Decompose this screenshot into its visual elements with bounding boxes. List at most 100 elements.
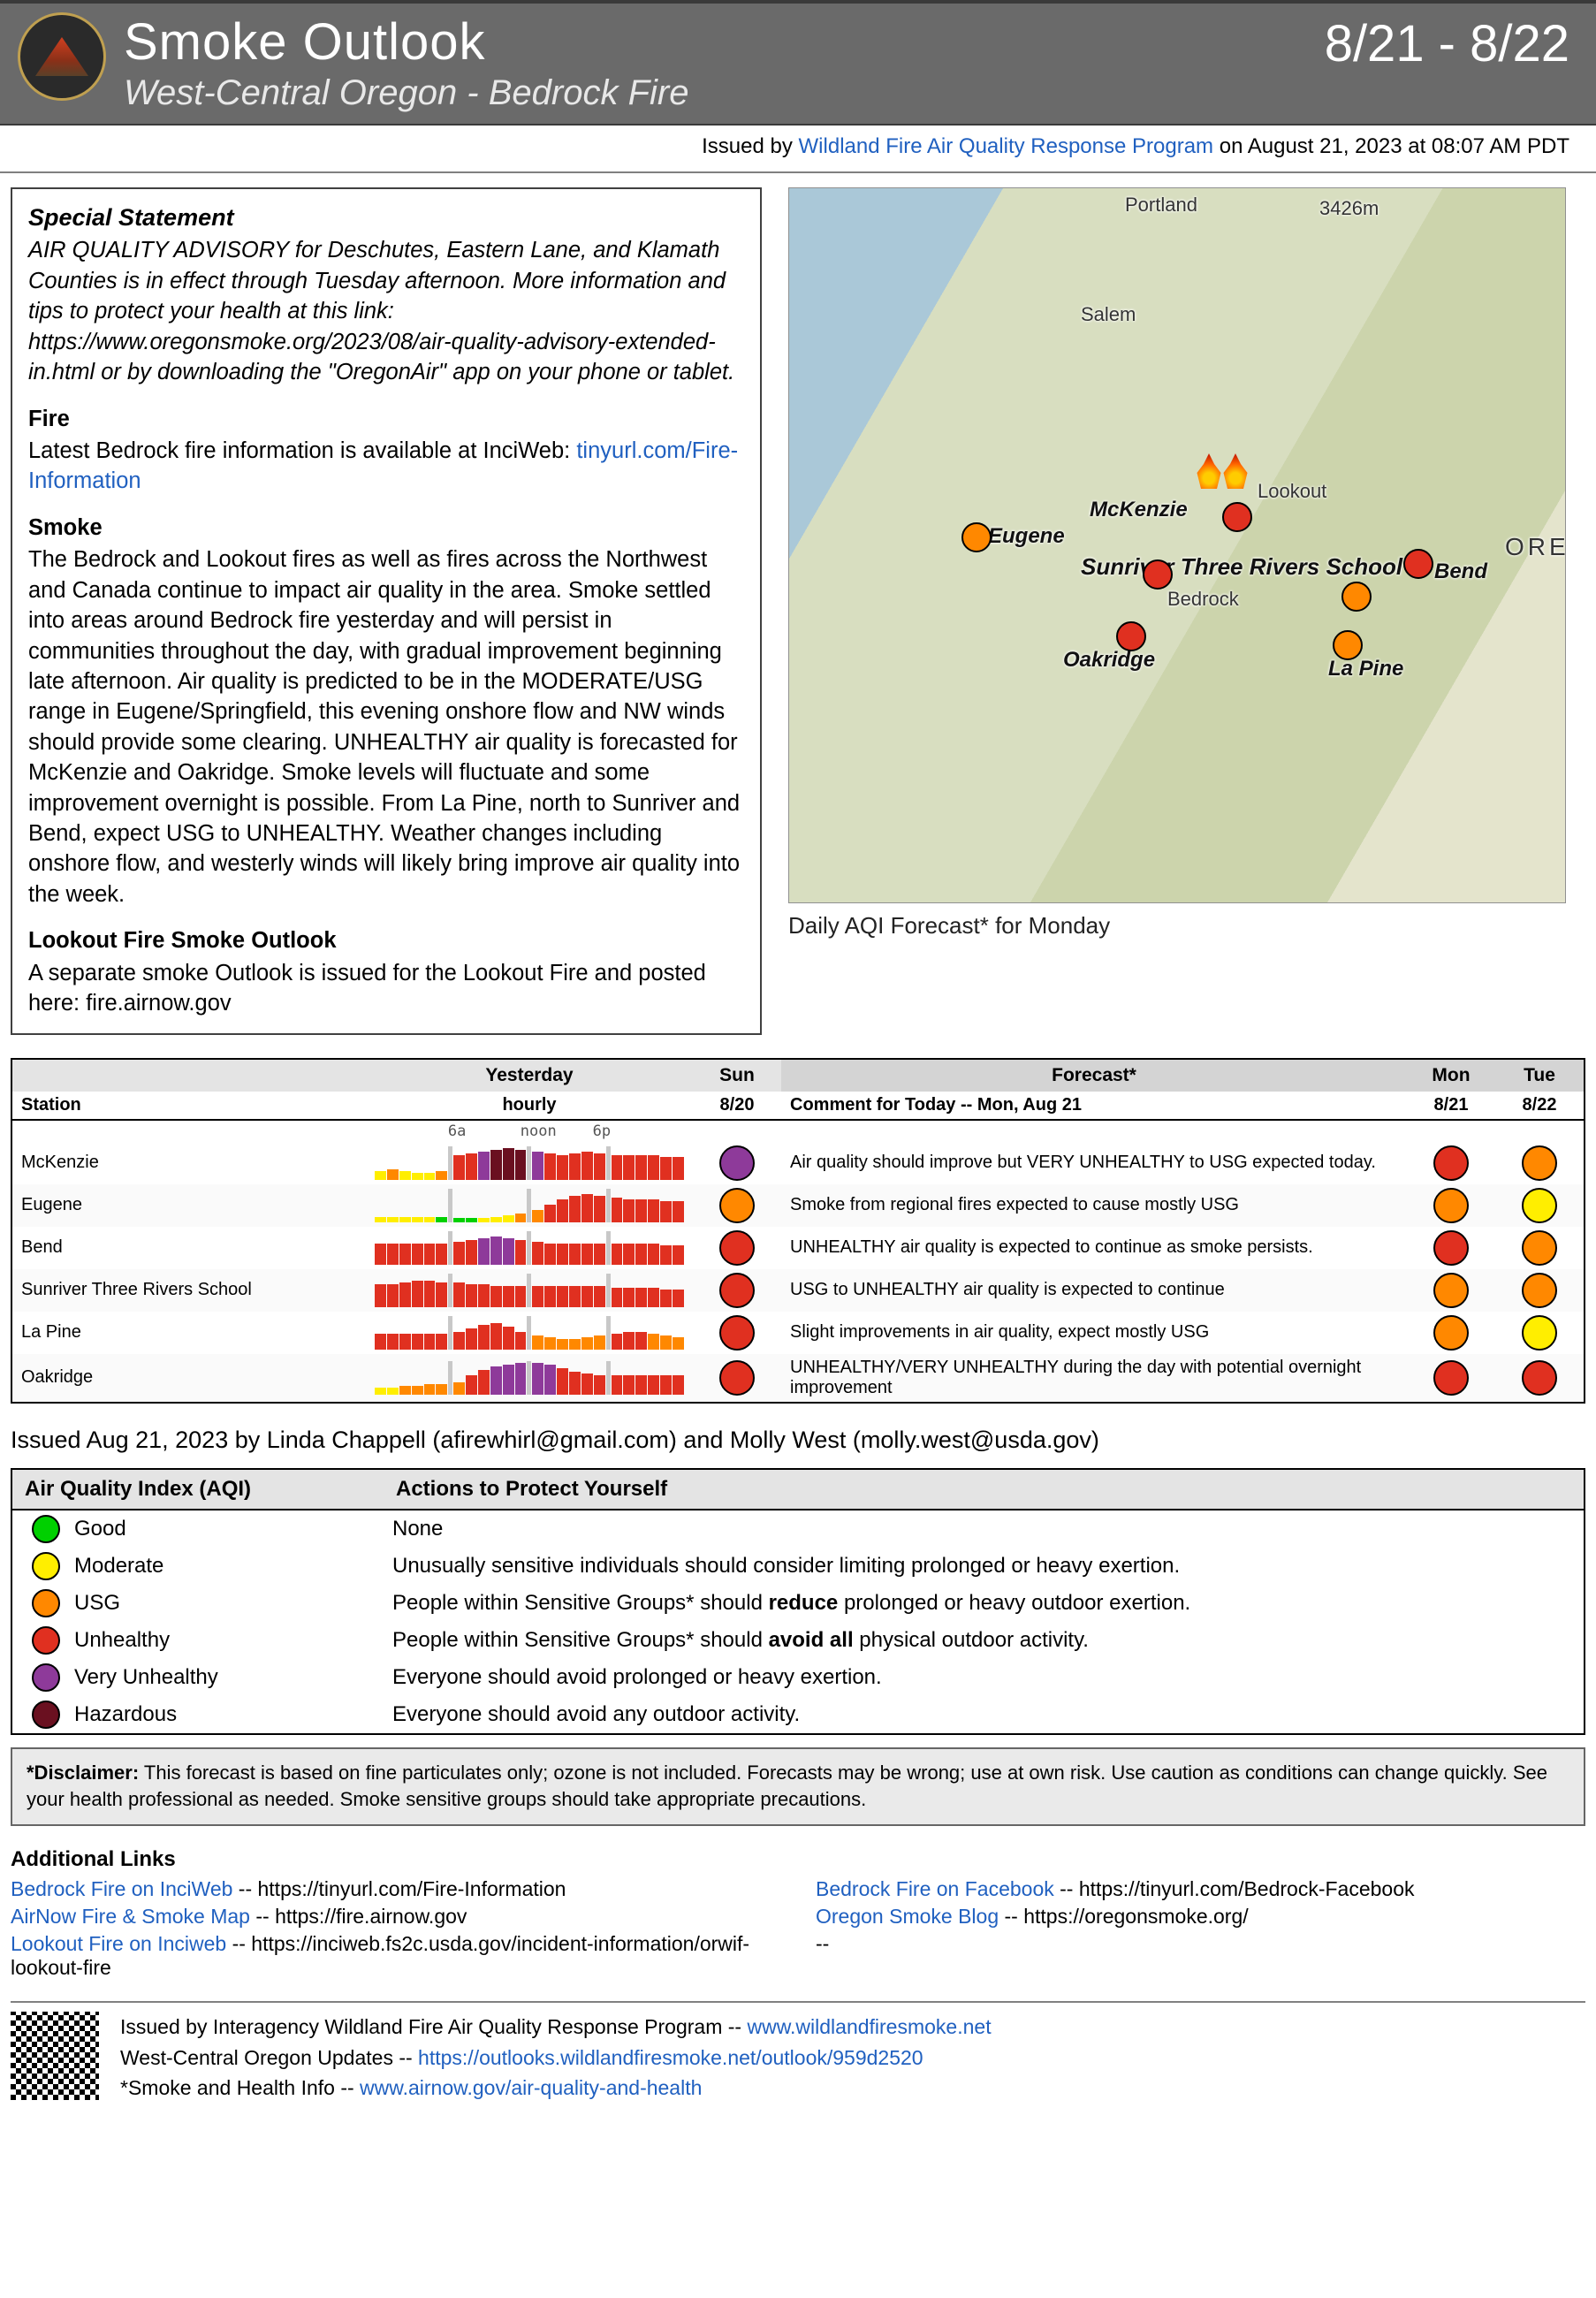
disclaimer-label: *Disclaimer: — [27, 1762, 139, 1784]
map-label-sunriver: Sunriver Three Rivers School — [1081, 553, 1402, 581]
forecast-comment: UNHEALTHY air quality is expected to con… — [781, 1234, 1407, 1261]
external-link[interactable]: Bedrock Fire on InciWeb — [11, 1877, 232, 1900]
legend-label: USG — [65, 1587, 384, 1620]
map-label-mckenzie: McKenzie — [1090, 498, 1188, 522]
map-dot-eugene — [961, 522, 992, 552]
special-body: AIR QUALITY ADVISORY for Deschutes, East… — [28, 235, 744, 387]
legend-body: GoodNoneModerateUnusually sensitive indi… — [12, 1510, 1584, 1733]
map-label-salem: Salem — [1081, 303, 1136, 326]
col-mon: Mon — [1407, 1060, 1495, 1092]
footer-link-3[interactable]: www.airnow.gov/air-quality-and-health — [360, 2076, 702, 2099]
links-heading: Additional Links — [11, 1847, 1585, 1872]
col-821: 8/21 — [1407, 1092, 1495, 1119]
aqi-legend: Air Quality Index (AQI) Actions to Prote… — [11, 1468, 1585, 1735]
aqi-map: Portland 3426m Salem OREGON Eugene McKen… — [788, 187, 1566, 903]
legend-row: HazardousEveryone should avoid any outdo… — [12, 1696, 1584, 1733]
map-label-oakridge: Oakridge — [1063, 648, 1155, 673]
additional-links: Additional Links Bedrock Fire on InciWeb… — [0, 1838, 1596, 1989]
col-station: Station — [12, 1092, 366, 1119]
issued-suffix: on August 21, 2023 at 08:07 AM PDT — [1220, 134, 1569, 158]
table-header-2: Station hourly 8/20 Comment for Today --… — [12, 1092, 1584, 1121]
forecast-table: Yesterday Sun Forecast* Mon Tue Station … — [11, 1058, 1585, 1404]
legend-row: GoodNone — [12, 1510, 1584, 1548]
external-link[interactable]: AirNow Fire & Smoke Map — [11, 1905, 250, 1928]
narrative-box: Special Statement AIR QUALITY ADVISORY f… — [11, 187, 762, 1035]
link-item: Oregon Smoke Blog -- https://oregonsmoke… — [816, 1905, 1585, 1929]
footer-bar: Issued by Interagency Wildland Fire Air … — [11, 2001, 1585, 2104]
hourly-bars — [375, 1361, 684, 1395]
external-link[interactable]: Lookout Fire on Inciweb — [11, 1932, 226, 1955]
forecast-comment: Slight improvements in air quality, expe… — [781, 1319, 1407, 1346]
map-label-lookout: Lookout — [1258, 480, 1326, 503]
station-name: Bend — [12, 1234, 366, 1261]
disclaimer-body: This forecast is based on fine particula… — [27, 1762, 1547, 1811]
legend-header: Air Quality Index (AQI) Actions to Prote… — [12, 1470, 1584, 1510]
page-subtitle: West-Central Oregon - Bedrock Fire — [124, 73, 1307, 113]
hourly-bars — [375, 1189, 684, 1222]
hourly-bars — [375, 1146, 684, 1180]
legend-row: UnhealthyPeople within Sensitive Groups*… — [12, 1622, 1584, 1659]
table-row: Bend UNHEALTHY air quality is expected to… — [12, 1227, 1584, 1269]
link-item: AirNow Fire & Smoke Map -- https://fire.… — [11, 1905, 780, 1929]
date-range: 8/21 - 8/22 — [1325, 12, 1569, 73]
map-caption: Daily AQI Forecast* for Monday — [788, 912, 1585, 940]
map-column: Portland 3426m Salem OREGON Eugene McKen… — [788, 187, 1585, 1035]
forecast-comment: USG to UNHEALTHY air quality is expected… — [781, 1276, 1407, 1304]
table-row: McKenzieAir quality should improve but V… — [12, 1142, 1584, 1184]
col-forecast: Forecast* — [781, 1060, 1407, 1092]
external-link[interactable]: Oregon Smoke Blog — [816, 1905, 999, 1928]
page-title: Smoke Outlook — [124, 12, 1307, 72]
footer-link-2[interactable]: https://outlooks.wildlandfiresmoke.net/o… — [418, 2046, 923, 2069]
aqi-dot — [719, 1273, 755, 1308]
legend-row: USGPeople within Sensitive Groups* shoul… — [12, 1585, 1584, 1622]
map-dot-lapine — [1333, 630, 1363, 660]
table-row: La PineSlight improvements in air qualit… — [12, 1312, 1584, 1354]
legend-label: Hazardous — [65, 1698, 384, 1731]
map-dot-bedrock — [1143, 559, 1173, 590]
forecast-comment: UNHEALTHY/VERY UNHEALTHY during the day … — [781, 1354, 1407, 1402]
aqi-dot — [1522, 1360, 1557, 1396]
link-item: Bedrock Fire on Facebook -- https://tiny… — [816, 1877, 1585, 1901]
hourly-bars — [375, 1274, 684, 1307]
aqi-dot — [1433, 1230, 1469, 1266]
footer-link-1[interactable]: www.wildlandfiresmoke.net — [747, 2015, 991, 2038]
special-heading: Special Statement — [28, 202, 744, 233]
col-tue: Tue — [1495, 1060, 1584, 1092]
fire-body: Latest Bedrock fire information is avail… — [28, 436, 744, 497]
forecast-comment: Smoke from regional fires expected to ca… — [781, 1191, 1407, 1219]
header-titles: Smoke Outlook West-Central Oregon - Bedr… — [124, 12, 1307, 113]
map-label-eugene: Eugene — [988, 524, 1065, 549]
map-label-elev: 3426m — [1319, 197, 1379, 220]
map-dot-oakridge — [1116, 621, 1146, 651]
issued-by-line: Issued Aug 21, 2023 by Linda Chappell (a… — [0, 1419, 1596, 1468]
map-label-oregon: OREGON — [1505, 533, 1566, 561]
fire-heading: Fire — [28, 404, 744, 434]
issued-program-link[interactable]: Wildland Fire Air Quality Response Progr… — [799, 134, 1214, 158]
station-name: Oakridge — [12, 1364, 366, 1391]
link-item: -- — [816, 1932, 1585, 1980]
legend-row: Very UnhealthyEveryone should avoid prol… — [12, 1659, 1584, 1696]
col-yesterday: Yesterday — [366, 1060, 693, 1092]
external-link[interactable]: Bedrock Fire on Facebook — [816, 1877, 1054, 1900]
hourly-bars — [375, 1316, 684, 1350]
station-name: McKenzie — [12, 1149, 366, 1176]
col-comment: Comment for Today -- Mon, Aug 21 — [781, 1092, 1407, 1119]
col-hourly: hourly — [366, 1092, 693, 1119]
legend-row: ModerateUnusually sensitive individuals … — [12, 1548, 1584, 1585]
map-label-bend: Bend — [1434, 559, 1487, 584]
aqi-dot — [719, 1230, 755, 1266]
aqi-dot — [719, 1360, 755, 1396]
aqi-dot — [1433, 1360, 1469, 1396]
aqi-dot — [719, 1188, 755, 1223]
legend-action: People within Sensitive Groups* should r… — [384, 1587, 1584, 1620]
links-grid: Bedrock Fire on InciWeb -- https://tinyu… — [11, 1877, 1585, 1980]
aqi-dot — [32, 1701, 60, 1729]
smoke-heading: Smoke — [28, 513, 744, 543]
col-822: 8/22 — [1495, 1092, 1584, 1119]
legend-col2: Actions to Protect Yourself — [384, 1470, 1584, 1509]
qr-code — [11, 2012, 99, 2100]
legend-action: Everyone should avoid any outdoor activi… — [384, 1698, 1584, 1731]
table-body: McKenzieAir quality should improve but V… — [12, 1142, 1584, 1402]
map-dot-bend — [1403, 549, 1433, 579]
legend-col1: Air Quality Index (AQI) — [12, 1470, 384, 1509]
